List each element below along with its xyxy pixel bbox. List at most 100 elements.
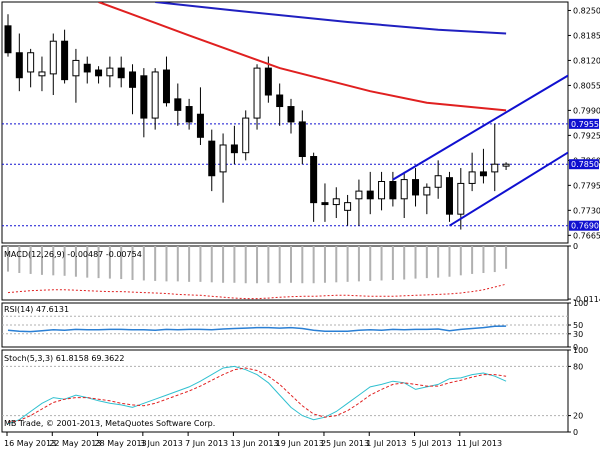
stoch-tick-label: 80 <box>573 362 583 371</box>
macd-bar <box>414 246 417 279</box>
price-tick-label: 0.8250 <box>573 6 600 15</box>
macd-panel: 0 -0.0114 <box>1 242 600 304</box>
x-tick-label: 28 May 2013 <box>95 439 147 448</box>
x-tick-label: 13 Jun 2013 <box>230 439 278 448</box>
x-tick-label: 19 Jun 2013 <box>276 439 324 448</box>
x-tick-label: 22 May 2013 <box>49 439 101 448</box>
candle-body <box>457 182 465 215</box>
candle-body <box>287 106 295 123</box>
price-tick-label: 0.8120 <box>573 56 600 65</box>
macd-bar <box>493 246 496 273</box>
macd-bar <box>357 246 360 282</box>
candle-body <box>366 190 374 200</box>
x-tick-label: 25 Jun 2013 <box>321 439 369 448</box>
candle-body <box>95 69 103 77</box>
macd-bar <box>86 246 89 278</box>
price-tick-label: 0.7925 <box>573 131 600 140</box>
macd-bar <box>18 246 21 273</box>
macd-signal-line <box>7 283 507 300</box>
candle-body <box>332 198 340 206</box>
candle-body <box>378 181 386 200</box>
price-panel: 0.8250 0.8185 0.8120 0.8055 0.7990 0.7925 0.78… <box>1 1 600 244</box>
macd-bar <box>52 246 55 276</box>
stoch-signal-line <box>7 367 507 423</box>
x-tick-label: 1 Jul 2013 <box>366 439 406 448</box>
macd-bar <box>323 246 326 283</box>
macd-bar <box>188 246 191 282</box>
candle-body <box>185 106 193 123</box>
macd-bar <box>267 246 270 283</box>
candle-body <box>4 25 12 54</box>
candle-body <box>27 52 35 73</box>
stoch-label: Stoch(5,3,3) 61.8158 69.3622 <box>4 354 124 363</box>
macd-bar <box>312 246 315 284</box>
candle-body <box>253 67 261 119</box>
rsi-label: RSI(14) 47.6131 <box>4 305 69 314</box>
stoch-tick-label: 100 <box>573 346 588 355</box>
stoch-main-line <box>7 365 507 425</box>
price-level-label: 0.7850 <box>571 160 599 169</box>
candle-body <box>445 177 453 215</box>
macd-bar <box>505 246 508 269</box>
macd-bar <box>256 246 259 284</box>
macd-bar <box>7 246 9 272</box>
rsi-tick-label: 50 <box>573 321 583 330</box>
macd-bar <box>380 246 383 281</box>
candle-body <box>208 140 216 177</box>
price-overlay-line <box>155 2 507 35</box>
macd-bar <box>97 246 100 279</box>
macd-bar <box>391 246 394 280</box>
price-level-label: 0.7955 <box>571 120 599 129</box>
rsi-frame <box>1 302 569 348</box>
macd-bar <box>108 246 111 279</box>
rsi-line <box>7 325 507 333</box>
candle-body <box>310 156 318 204</box>
candle-body <box>83 63 91 73</box>
price-tick-label: 0.7665 <box>573 231 600 240</box>
macd-label: MACD(12,26,9) -0.00487 -0.00754 <box>4 250 142 259</box>
candle-body <box>344 202 352 211</box>
candle-body <box>434 175 442 188</box>
candle-body <box>389 181 397 200</box>
candle-body <box>129 71 137 88</box>
candle-body <box>49 40 57 75</box>
x-tick-label: 5 Jul 2013 <box>412 439 452 448</box>
x-tick-label: 3 Jun 2013 <box>140 439 183 448</box>
candle-body <box>355 190 363 200</box>
x-tick-label: 7 Jun 2013 <box>185 439 228 448</box>
macd-bar <box>29 246 32 274</box>
price-tick-label: 0.7795 <box>573 181 600 190</box>
macd-bar <box>290 246 292 283</box>
price-tick-label: 0.8055 <box>573 81 600 90</box>
price-level-label: 0.7690 <box>571 222 599 231</box>
macd-bar <box>74 246 77 277</box>
price-tick-label: 0.8185 <box>573 31 600 40</box>
macd-bar <box>222 246 225 283</box>
candle-body <box>298 121 306 158</box>
candle-body <box>400 179 408 200</box>
macd-bar <box>233 246 236 283</box>
macd-bar <box>142 246 145 281</box>
macd-bar <box>210 246 213 283</box>
candle-body <box>230 144 238 154</box>
stoch-tick-label: 20 <box>573 412 583 421</box>
stoch-frame <box>1 349 569 433</box>
price-level-box <box>569 159 599 170</box>
candle-body <box>162 69 170 104</box>
x-tick-label: 11 Jul 2013 <box>457 439 502 448</box>
macd-bar <box>40 246 43 275</box>
candle-body <box>491 163 499 173</box>
candle-body <box>264 67 272 96</box>
candle-body <box>61 40 69 81</box>
price-tick-label: 0.7990 <box>573 106 600 115</box>
price-level-box <box>569 118 599 129</box>
rsi-tick-label: 100 <box>573 299 588 308</box>
macd-bar <box>176 246 179 282</box>
candle-body <box>106 67 114 77</box>
macd-bar <box>154 246 157 281</box>
price-overlay-line <box>98 2 507 112</box>
macd-bar <box>403 246 406 280</box>
